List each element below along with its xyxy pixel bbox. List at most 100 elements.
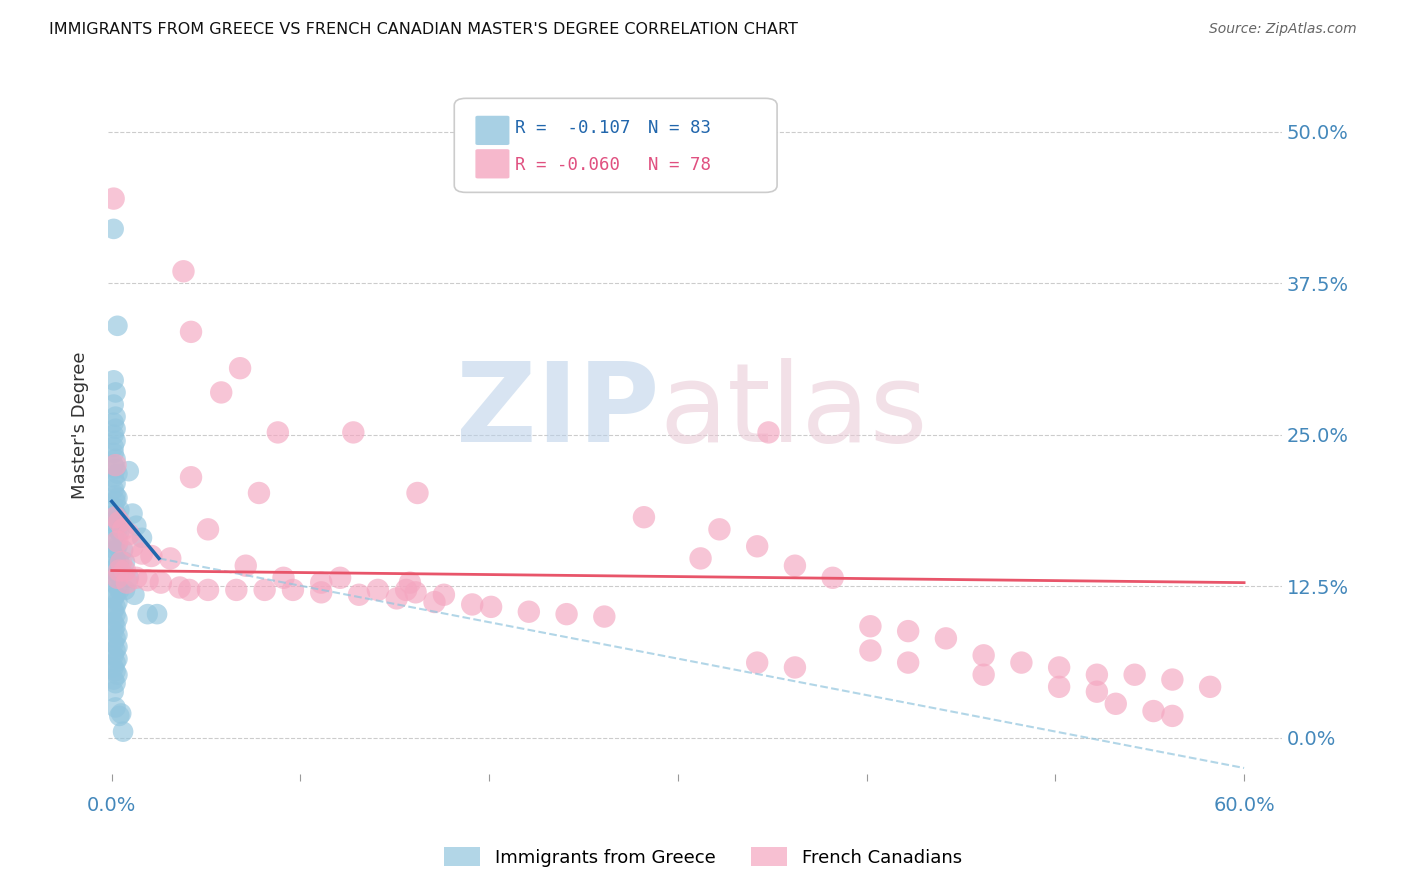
Point: [104, 518, 127, 533]
Point: [479, 599, 502, 614]
Point: [423, 595, 446, 609]
Point: [103, 660, 125, 674]
Point: [103, 515, 125, 529]
Point: [973, 667, 995, 681]
Point: [783, 558, 806, 573]
Point: [104, 534, 127, 549]
Point: [104, 619, 127, 633]
Point: [125, 571, 148, 585]
Point: [1105, 697, 1128, 711]
Point: [633, 510, 655, 524]
Point: [1085, 684, 1108, 698]
Point: [197, 582, 219, 597]
Point: [783, 660, 806, 674]
Point: [104, 551, 127, 566]
Point: [405, 585, 427, 599]
Point: [267, 425, 290, 440]
Point: [107, 571, 129, 585]
Point: [125, 518, 148, 533]
Point: [103, 615, 125, 630]
Text: atlas: atlas: [659, 359, 928, 466]
Point: [141, 549, 163, 563]
Point: [1161, 673, 1184, 687]
Text: ZIP: ZIP: [457, 359, 659, 466]
Point: [235, 558, 257, 573]
FancyBboxPatch shape: [475, 149, 509, 178]
Point: [108, 564, 131, 578]
Point: [114, 564, 136, 578]
Point: [385, 591, 408, 606]
Point: [935, 632, 957, 646]
Point: [247, 486, 270, 500]
Point: [103, 373, 125, 387]
Point: [108, 524, 131, 539]
Point: [309, 575, 332, 590]
Point: [103, 531, 125, 545]
Point: [107, 510, 129, 524]
Point: [104, 588, 127, 602]
Text: N = 83: N = 83: [648, 120, 711, 137]
Point: [104, 494, 127, 508]
Point: [395, 582, 418, 597]
Point: [104, 664, 127, 678]
Point: [103, 648, 125, 663]
Point: [104, 507, 127, 521]
Point: [104, 462, 127, 476]
Point: [103, 636, 125, 650]
Point: [1142, 704, 1164, 718]
Point: [115, 575, 138, 590]
Point: [172, 264, 194, 278]
Point: [107, 595, 129, 609]
Point: [821, 571, 844, 585]
Point: [104, 510, 127, 524]
Point: [169, 581, 191, 595]
Point: [747, 539, 769, 553]
Point: [859, 643, 882, 657]
Point: [114, 555, 136, 569]
Point: [347, 588, 370, 602]
Point: [104, 422, 127, 436]
Point: [124, 588, 146, 602]
Point: [973, 648, 995, 663]
Point: [149, 575, 172, 590]
Point: [1047, 680, 1070, 694]
Point: [107, 539, 129, 553]
Text: Source: ZipAtlas.com: Source: ZipAtlas.com: [1209, 22, 1357, 37]
Point: [104, 700, 127, 714]
Point: [103, 470, 125, 484]
Point: [108, 709, 131, 723]
Point: [342, 425, 364, 440]
Point: [103, 416, 125, 430]
Point: [103, 440, 125, 454]
FancyBboxPatch shape: [454, 98, 778, 193]
Point: [758, 425, 780, 440]
Point: [103, 192, 125, 206]
Point: [104, 607, 127, 621]
Point: [159, 551, 181, 566]
Point: [103, 500, 125, 515]
Point: [103, 222, 125, 236]
Point: [107, 522, 129, 536]
Point: [329, 571, 352, 585]
Point: [104, 543, 127, 558]
Point: [1161, 709, 1184, 723]
Point: [104, 476, 127, 491]
Text: 0.0%: 0.0%: [87, 796, 136, 815]
Point: [897, 624, 920, 639]
Point: [104, 452, 127, 467]
Point: [107, 612, 129, 626]
Point: [367, 582, 389, 597]
FancyBboxPatch shape: [475, 116, 509, 145]
Point: [104, 488, 127, 502]
Point: [108, 515, 131, 529]
Point: [104, 434, 127, 448]
Point: [112, 724, 135, 739]
Point: [103, 427, 125, 442]
Point: [461, 598, 484, 612]
Point: [107, 567, 129, 582]
Point: [1199, 680, 1222, 694]
Point: [108, 503, 131, 517]
Point: [104, 676, 127, 690]
Text: R = -0.060: R = -0.060: [516, 155, 620, 174]
Point: [103, 684, 125, 698]
